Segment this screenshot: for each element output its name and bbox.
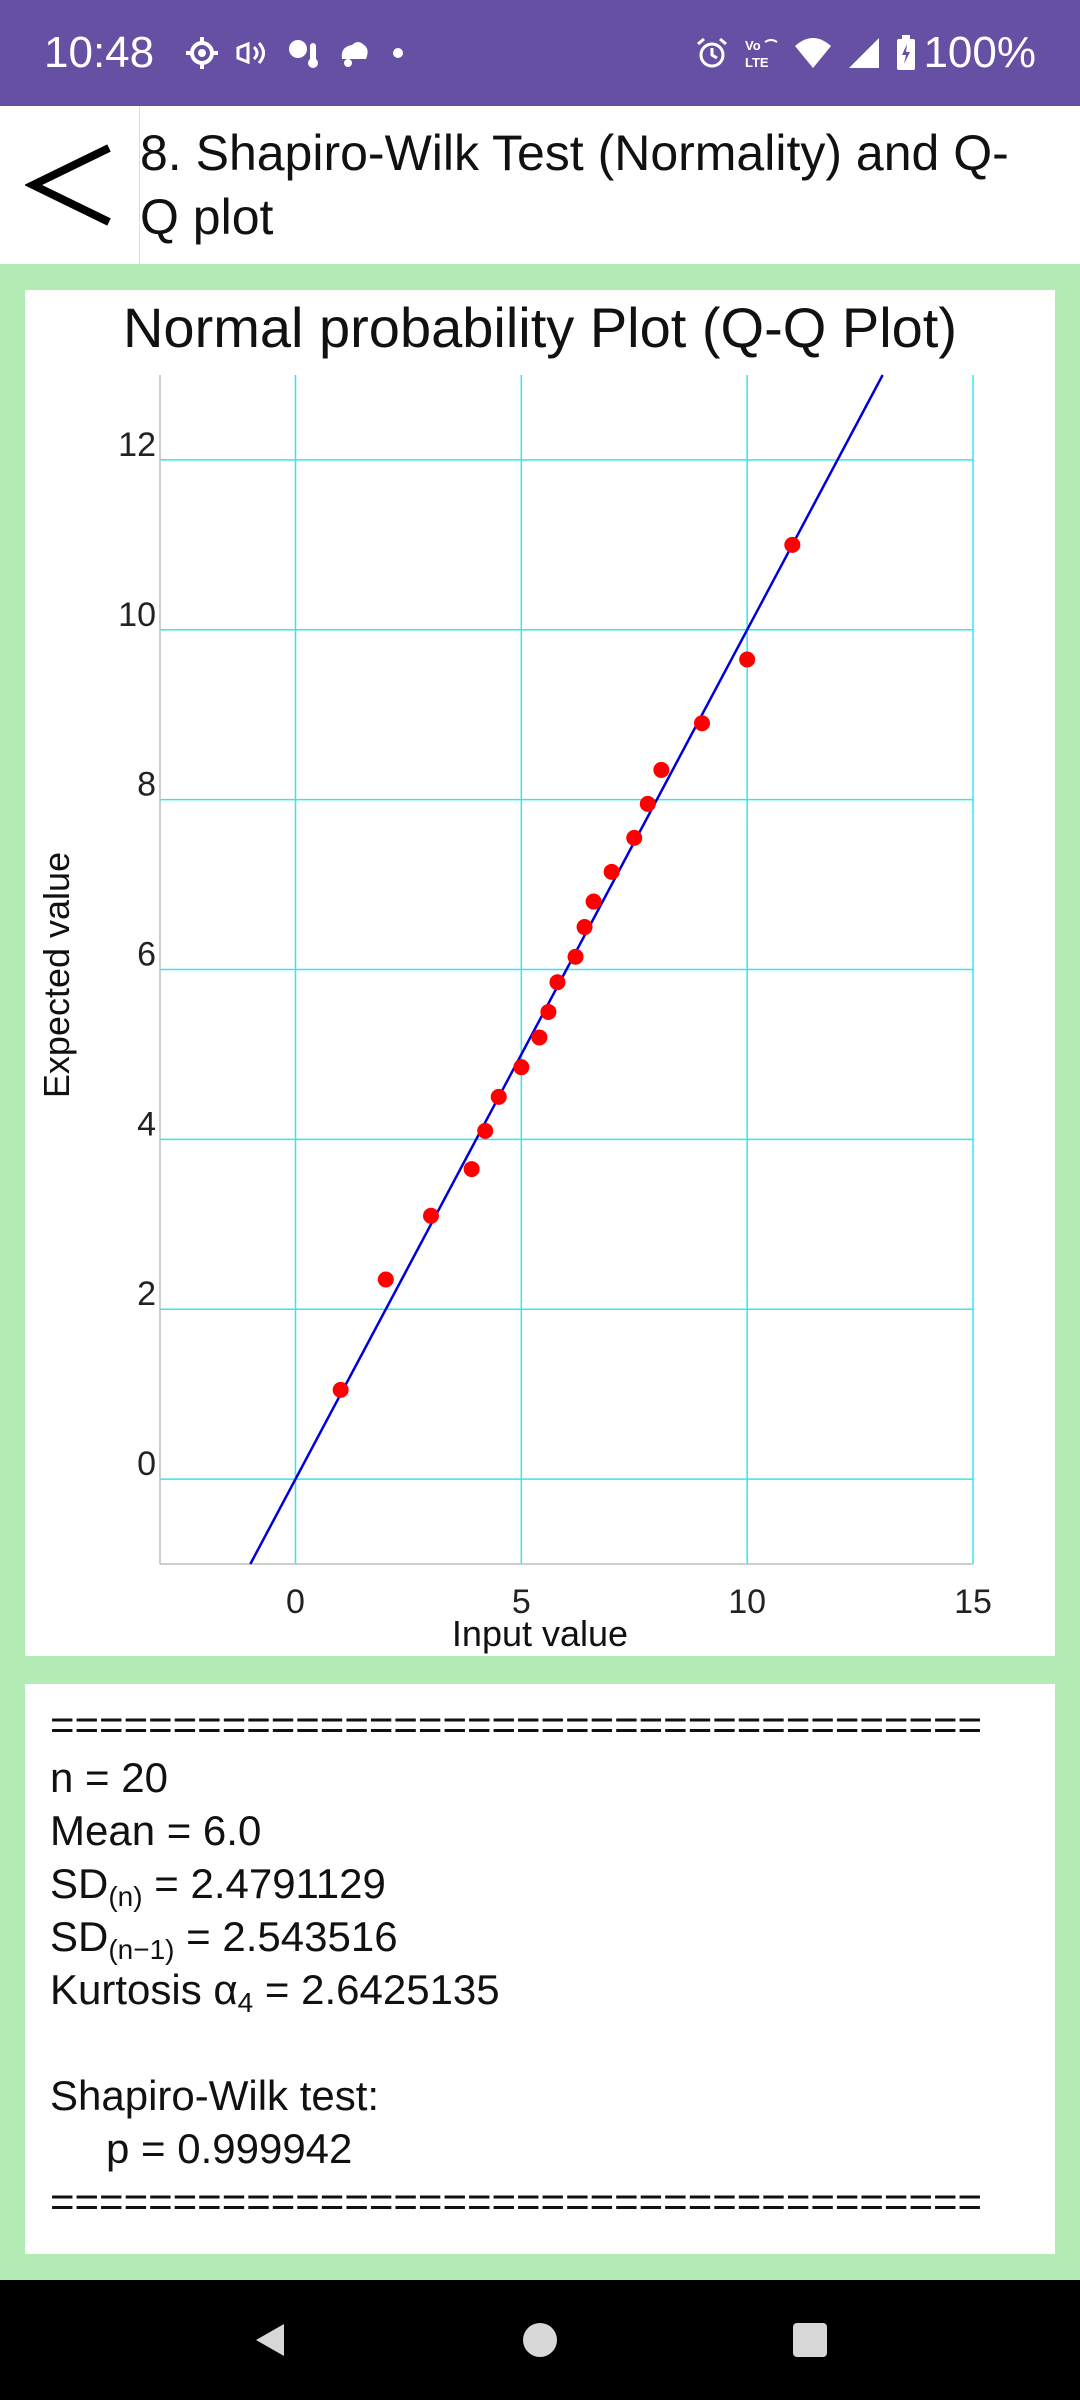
data-point xyxy=(423,1207,439,1224)
nav-home-icon xyxy=(523,2323,557,2357)
alarm-icon xyxy=(695,36,729,70)
data-point xyxy=(626,829,643,846)
page-title: 8. Shapiro-Wilk Test (Normality) and Q-Q… xyxy=(140,125,1009,245)
chart-title: Normal probability Plot (Q-Q Plot) xyxy=(123,296,957,359)
dot-icon xyxy=(386,41,410,65)
data-point xyxy=(531,1029,548,1046)
status-bar: 10:48 Vo LTE 100% xyxy=(0,0,1080,106)
data-point xyxy=(603,863,620,880)
data-point xyxy=(653,761,670,778)
cast-icon xyxy=(234,38,270,68)
status-right: Vo LTE 100% xyxy=(681,28,1036,78)
data-point xyxy=(694,715,710,732)
x-tick-label: 10 xyxy=(728,1583,766,1621)
kurtosis-label: Kurtosis α xyxy=(50,1966,238,2013)
y-tick-label: 2 xyxy=(137,1275,156,1313)
x-tick-label: 0 xyxy=(286,1583,305,1621)
data-point xyxy=(567,948,584,965)
back-button[interactable] xyxy=(0,106,140,264)
data-point xyxy=(463,1161,480,1178)
data-point xyxy=(576,919,593,936)
y-tick-label: 10 xyxy=(118,596,156,634)
nav-recents-button[interactable] xyxy=(735,2290,885,2390)
x-tick-label: 15 xyxy=(954,1583,992,1621)
data-point xyxy=(377,1271,394,1288)
chevron-left-icon xyxy=(24,144,111,226)
kurtosis-value: Kurtosis α4 = 2.6425135 xyxy=(50,1963,1030,2018)
reference-line xyxy=(249,374,884,1565)
signal-icon xyxy=(847,36,881,70)
svg-text:LTE: LTE xyxy=(745,55,769,70)
notification-icon xyxy=(336,37,372,69)
sd-n-label: SD xyxy=(50,1860,109,1907)
app-bar: 8. Shapiro-Wilk Test (Normality) and Q-Q… xyxy=(0,106,1080,264)
sd-n-number: = 2.4791129 xyxy=(142,1860,386,1907)
x-tick-label: 5 xyxy=(512,1583,531,1621)
x-axis-label: Input value xyxy=(452,1613,628,1654)
y-tick-label: 6 xyxy=(137,936,156,974)
data-point xyxy=(585,893,602,910)
weather-icon xyxy=(284,35,322,71)
data-point xyxy=(739,651,756,668)
data-point xyxy=(477,1122,494,1139)
y-tick-label: 8 xyxy=(137,766,156,804)
axis-layer xyxy=(159,375,973,1565)
data-point xyxy=(639,795,656,812)
data-point xyxy=(490,1088,507,1105)
data-point xyxy=(332,1381,349,1398)
data-point xyxy=(513,1059,530,1076)
tick-label-layer: 0 5 10 15 0 2 4 6 8 10 12 xyxy=(118,426,992,1621)
settings-icon xyxy=(184,35,220,71)
volte-icon: Vo LTE xyxy=(743,36,779,70)
battery-charging-icon xyxy=(895,34,917,72)
kurtosis-number: = 2.6425135 xyxy=(253,1966,500,2013)
separator-top: ====================================== xyxy=(50,1701,983,1748)
navigation-bar xyxy=(0,2280,1080,2400)
p-value: p = 0.999942 xyxy=(106,2125,353,2172)
nav-back-icon xyxy=(256,2324,284,2356)
nav-recents-icon xyxy=(793,2323,827,2357)
shapiro-wilk-label: Shapiro-Wilk test: xyxy=(50,2072,380,2119)
fit-line-layer xyxy=(249,374,884,1565)
status-time: 10:48 xyxy=(44,28,155,77)
svg-text:Vo: Vo xyxy=(745,38,761,53)
sd-n1-value: SD(n−1) = 2.543516 xyxy=(50,1910,1030,1965)
data-point xyxy=(540,1003,557,1020)
main-content: Normal probability Plot (Q-Q Plot) 0 5 10 1… xyxy=(0,264,1080,2280)
y-tick-label: 4 xyxy=(137,1105,156,1143)
data-point xyxy=(549,974,566,991)
kurtosis-subscript: 4 xyxy=(237,1987,254,2018)
status-left: 10:48 xyxy=(44,28,410,78)
results-panel: ====================================== n… xyxy=(25,1684,1055,2254)
nav-home-button[interactable] xyxy=(465,2290,615,2390)
mean-value: Mean = 6.0 xyxy=(50,1807,262,1854)
y-axis-label: Expected value xyxy=(36,852,77,1098)
qq-plot-chart: Normal probability Plot (Q-Q Plot) 0 5 10 1… xyxy=(36,296,992,1654)
sd-n1-label: SD xyxy=(50,1913,109,1960)
battery-percent: 100% xyxy=(923,28,1036,77)
chart-card: Normal probability Plot (Q-Q Plot) 0 5 10 1… xyxy=(25,290,1055,1656)
sd-n1-subscript: (n−1) xyxy=(108,1934,175,1965)
nav-back-button[interactable] xyxy=(195,2290,345,2390)
y-tick-label: 0 xyxy=(137,1445,156,1483)
points-layer xyxy=(332,536,801,1398)
sd-n-value: SD(n) = 2.4791129 xyxy=(50,1857,1030,1912)
separator-bottom: ====================================== xyxy=(50,2178,983,2225)
sd-n1-number: = 2.543516 xyxy=(174,1913,398,1960)
sd-n-subscript: (n) xyxy=(108,1881,143,1912)
data-point xyxy=(784,536,801,553)
y-tick-label: 12 xyxy=(118,426,156,464)
wifi-icon xyxy=(793,36,833,70)
blank-line xyxy=(50,2016,1030,2069)
n-value: n = 20 xyxy=(50,1754,168,1801)
